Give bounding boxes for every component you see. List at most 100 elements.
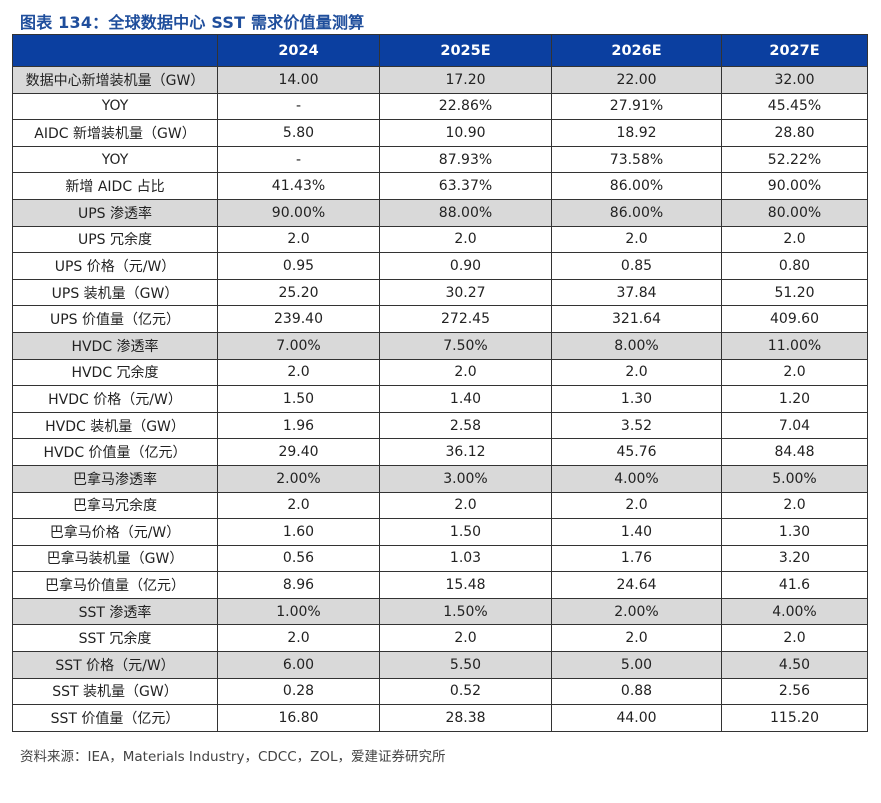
table-cell: 2.0 — [217, 225, 380, 254]
table-cell: 4.50 — [721, 651, 868, 679]
table-cell: 22.86% — [379, 92, 552, 121]
row-label: HVDC 价格（元/W） — [12, 385, 218, 413]
table-cell: 1.03 — [379, 544, 552, 573]
table-row: HVDC 价格（元/W） 1.50 1.40 1.30 1.20 — [12, 385, 868, 413]
table-cell: 73.58% — [551, 145, 722, 174]
table-cell: 2.58 — [379, 411, 552, 440]
table-row: UPS 价值量（亿元） 239.40 272.45 321.64 409.60 — [12, 305, 868, 333]
table-cell: 2.00% — [551, 597, 722, 626]
table-cell: 51.20 — [721, 278, 868, 307]
data-table: 2024 2025E 2026E 2027E 数据中心新增装机量（GW） 14.0… — [12, 34, 868, 732]
table-cell: 2.0 — [721, 491, 868, 520]
table-cell: 41.43% — [217, 172, 380, 200]
row-label: HVDC 渗透率 — [12, 331, 218, 360]
table-row: 巴拿马冗余度 2.0 2.0 2.0 2.0 — [12, 491, 868, 520]
header-cell: 2024 — [217, 34, 380, 67]
table-cell: 5.80 — [217, 119, 380, 147]
row-label: SST 渗透率 — [12, 597, 218, 626]
table-cell: 2.0 — [721, 624, 868, 653]
table-cell: 7.00% — [217, 331, 380, 360]
table-cell: 14.00 — [217, 66, 380, 94]
row-label: 数据中心新增装机量（GW） — [12, 66, 218, 94]
table-cell: 2.0 — [379, 491, 552, 520]
header-cell: 2027E — [721, 34, 868, 67]
table-cell: 0.90 — [379, 252, 552, 280]
table-row: HVDC 冗余度 2.0 2.0 2.0 2.0 — [12, 358, 868, 387]
table-cell: 239.40 — [217, 305, 380, 333]
table-cell: 5.50 — [379, 651, 552, 679]
table-cell: 1.50 — [217, 385, 380, 413]
table-cell: 86.00% — [551, 172, 722, 200]
table-cell: 2.0 — [551, 225, 722, 254]
table-cell: 5.00 — [551, 651, 722, 679]
table-row: UPS 价格（元/W） 0.95 0.90 0.85 0.80 — [12, 252, 868, 280]
table-cell: 0.80 — [721, 252, 868, 280]
header-cell — [12, 34, 218, 67]
row-label: UPS 渗透率 — [12, 198, 218, 227]
table-row: SST 渗透率 1.00% 1.50% 2.00% 4.00% — [12, 597, 868, 626]
table-cell: 5.00% — [721, 464, 868, 493]
table-cell: 1.20 — [721, 385, 868, 413]
figure-title: 图表 134：全球数据中心 SST 需求价值量测算 — [20, 13, 365, 32]
table-row: SST 冗余度 2.0 2.0 2.0 2.0 — [12, 624, 868, 653]
table-row: SST 装机量（GW） 0.28 0.52 0.88 2.56 — [12, 677, 868, 706]
table-cell: 63.37% — [379, 172, 552, 200]
table-row: UPS 装机量（GW） 25.20 30.27 37.84 51.20 — [12, 278, 868, 307]
row-label: 巴拿马渗透率 — [12, 464, 218, 493]
header-cell: 2026E — [551, 34, 722, 67]
table-row: SST 价值量（亿元） 16.80 28.38 44.00 115.20 — [12, 704, 868, 732]
row-label: UPS 冗余度 — [12, 225, 218, 254]
table-cell: 84.48 — [721, 438, 868, 466]
table-cell: 0.88 — [551, 677, 722, 706]
table-cell: 80.00% — [721, 198, 868, 227]
table-cell: 2.0 — [551, 358, 722, 387]
table-cell: 2.0 — [721, 358, 868, 387]
table-row: 数据中心新增装机量（GW） 14.00 17.20 22.00 32.00 — [12, 66, 868, 94]
table-cell: 2.0 — [217, 624, 380, 653]
row-label: 新增 AIDC 占比 — [12, 172, 218, 200]
table-cell: 0.56 — [217, 544, 380, 573]
table-cell: 409.60 — [721, 305, 868, 333]
row-label: AIDC 新增装机量（GW） — [12, 119, 218, 147]
table-cell: 1.00% — [217, 597, 380, 626]
table-row: 巴拿马渗透率 2.00% 3.00% 4.00% 5.00% — [12, 464, 868, 493]
table-cell: 6.00 — [217, 651, 380, 679]
table-row: 巴拿马装机量（GW） 0.56 1.03 1.76 3.20 — [12, 544, 868, 573]
table-cell: 45.76 — [551, 438, 722, 466]
table-cell: 52.22% — [721, 145, 868, 174]
row-label: SST 冗余度 — [12, 624, 218, 653]
table-cell: 1.30 — [551, 385, 722, 413]
row-label: UPS 价格（元/W） — [12, 252, 218, 280]
table-row: UPS 渗透率 90.00% 88.00% 86.00% 80.00% — [12, 198, 868, 227]
table-cell: 2.56 — [721, 677, 868, 706]
table-cell: 86.00% — [551, 198, 722, 227]
table-cell: 2.0 — [379, 358, 552, 387]
table-cell: 30.27 — [379, 278, 552, 307]
table-cell: 1.50% — [379, 597, 552, 626]
table-cell: 1.50 — [379, 518, 552, 546]
table-cell: 2.0 — [721, 225, 868, 254]
table-cell: 4.00% — [721, 597, 868, 626]
row-label: HVDC 冗余度 — [12, 358, 218, 387]
row-label: 巴拿马价值量（亿元） — [12, 571, 218, 599]
table-cell: 2.0 — [217, 358, 380, 387]
table-row: HVDC 装机量（GW） 1.96 2.58 3.52 7.04 — [12, 411, 868, 440]
row-label: 巴拿马价格（元/W） — [12, 518, 218, 546]
table-cell: 3.52 — [551, 411, 722, 440]
table-cell: 17.20 — [379, 66, 552, 94]
table-row: HVDC 价值量（亿元） 29.40 36.12 45.76 84.48 — [12, 438, 868, 466]
table-cell: 7.04 — [721, 411, 868, 440]
table-row: AIDC 新增装机量（GW） 5.80 10.90 18.92 28.80 — [12, 119, 868, 147]
row-label: YOY — [12, 92, 218, 121]
row-label: 巴拿马装机量（GW） — [12, 544, 218, 573]
table-cell: 90.00% — [217, 198, 380, 227]
row-label: SST 装机量（GW） — [12, 677, 218, 706]
table-row: HVDC 渗透率 7.00% 7.50% 8.00% 11.00% — [12, 331, 868, 360]
table-cell: 2.0 — [379, 225, 552, 254]
table-cell: 4.00% — [551, 464, 722, 493]
table-cell: 18.92 — [551, 119, 722, 147]
row-label: YOY — [12, 145, 218, 174]
table-cell: 2.00% — [217, 464, 380, 493]
table-cell: 321.64 — [551, 305, 722, 333]
table-row: UPS 冗余度 2.0 2.0 2.0 2.0 — [12, 225, 868, 254]
